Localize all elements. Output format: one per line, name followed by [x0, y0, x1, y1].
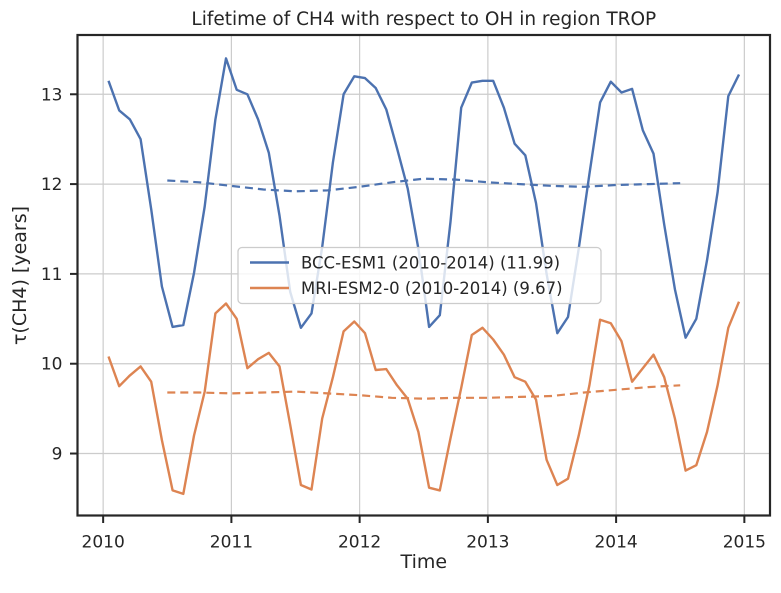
axes-spines — [76, 33, 772, 517]
series-line-1 — [107, 301, 741, 496]
x-tick-label: 2015 — [723, 533, 766, 553]
chart-title: Lifetime of CH4 with respect to OH in re… — [191, 9, 656, 30]
y-tick-label: 11 — [41, 265, 63, 285]
legend-label: BCC-ESM1 (2010-2014) (11.99) — [301, 254, 560, 273]
series-line-3 — [167, 384, 681, 400]
x-tick-label: 2011 — [210, 533, 253, 553]
y-tick-label: 12 — [41, 175, 63, 195]
legend-label: MRI-ESM2-0 (2010-2014) (9.67) — [301, 279, 563, 298]
y-tick-label: 13 — [41, 85, 63, 105]
x-axis-label: Time — [400, 551, 448, 573]
y-tick-label: 9 — [52, 445, 63, 465]
x-tick-label: 2014 — [594, 533, 637, 553]
y-tick-label: 10 — [41, 355, 63, 375]
x-tick-label: 2013 — [466, 533, 509, 553]
x-tick-label: 2012 — [338, 533, 381, 553]
ticks — [70, 93, 746, 523]
legend-box — [237, 246, 602, 305]
y-axis-label: τ(CH4) [years] — [9, 206, 31, 345]
x-tick-label: 2010 — [82, 533, 125, 553]
legend: BCC-ESM1 (2010-2014) (11.99) MRI-ESM2-0 (… — [237, 246, 602, 305]
series-line-2 — [167, 177, 681, 193]
